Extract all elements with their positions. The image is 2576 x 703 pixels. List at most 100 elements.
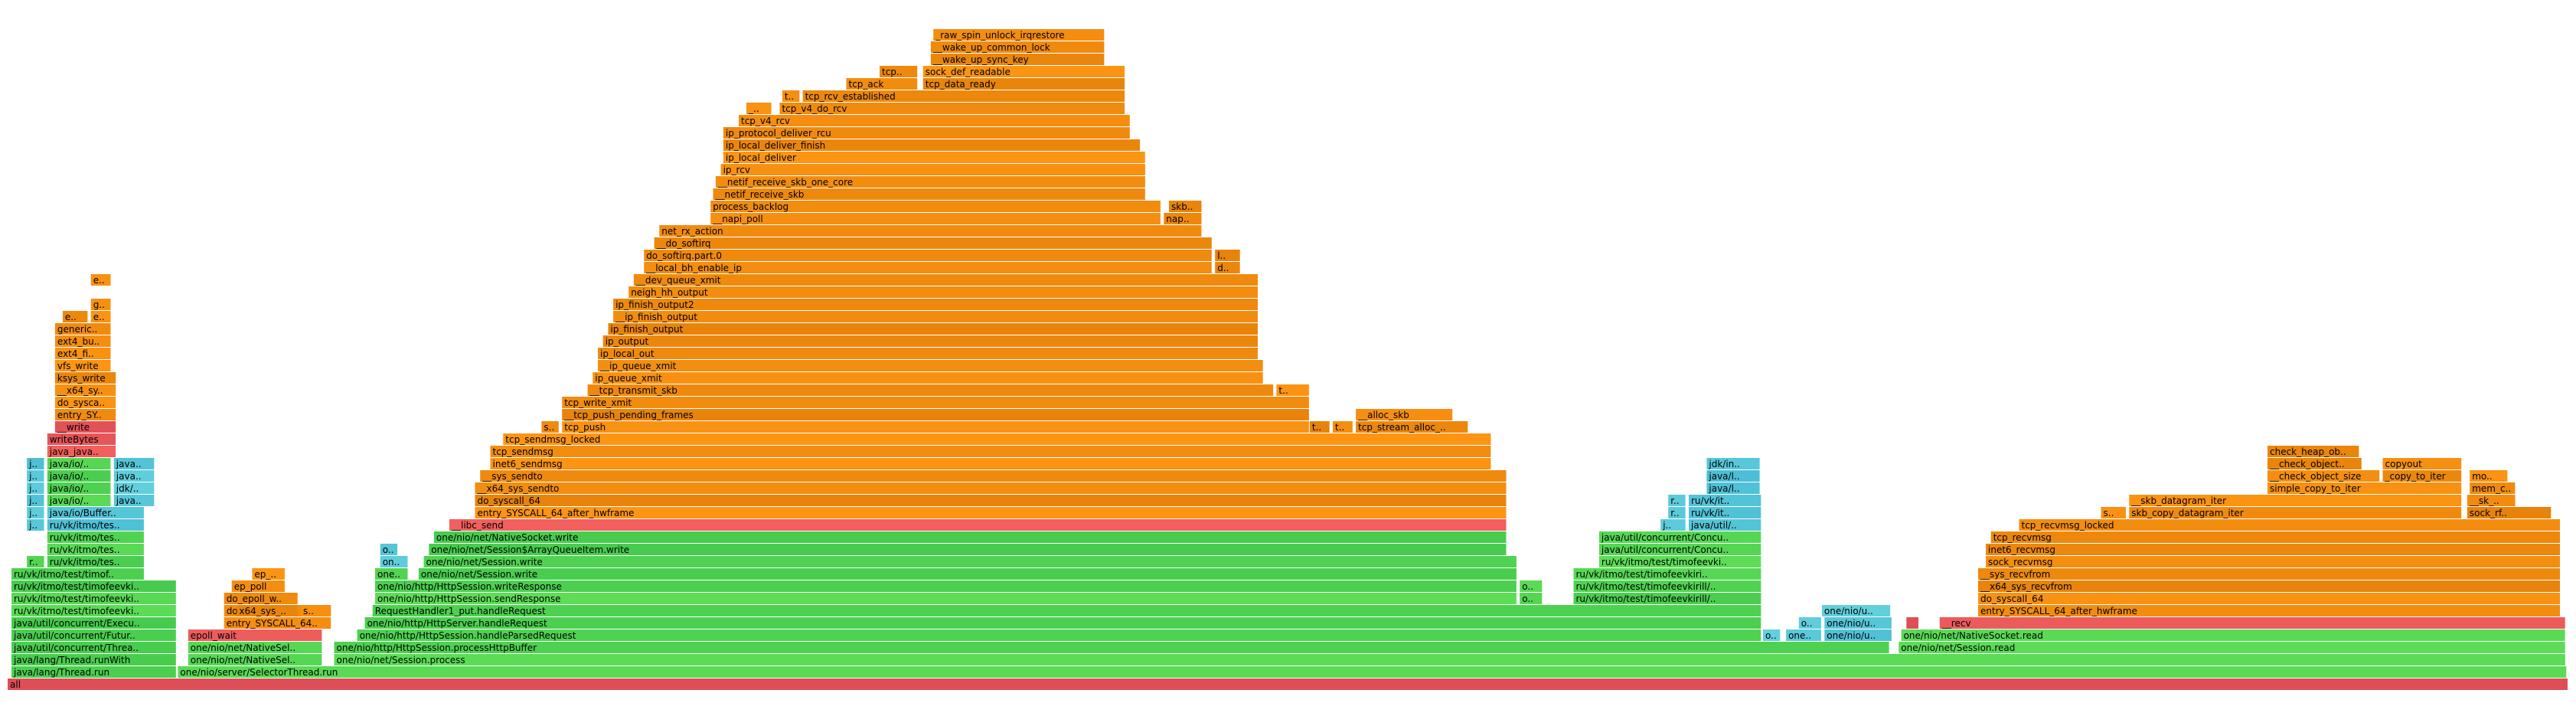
frame-bar[interactable] <box>252 568 285 580</box>
frame-bar[interactable] <box>1573 593 1761 604</box>
frame-bar[interactable] <box>1824 617 1892 629</box>
frame-bar[interactable] <box>11 605 176 616</box>
frame-one-nio-net-session-arrayqueueitem-write[interactable]: one/nio/net/Session$ArrayQueueItem.write <box>429 544 1507 555</box>
frame-ip-queue-xmit[interactable]: __ip_queue_xmit <box>598 360 1263 371</box>
frame-bar[interactable] <box>880 66 918 77</box>
frame-java-lang-thread-run[interactable]: java/lang/Thread.run <box>11 666 176 678</box>
frame-netif-receive-skb[interactable]: __netif_receive_skb <box>713 188 1145 200</box>
frame-bar[interactable] <box>1901 629 2565 641</box>
frame-bar[interactable] <box>720 164 1145 175</box>
frame-skb[interactable]: skb.. <box>1169 201 1202 212</box>
frame-bar[interactable] <box>562 409 1309 420</box>
frame-bar[interactable] <box>380 544 398 555</box>
frame-tcp-transmit-skb[interactable]: __tcp_transmit_skb <box>587 384 1274 396</box>
frame-ru-vk-it[interactable]: ru/vk/it.. <box>1689 495 1761 506</box>
frame-bar[interactable] <box>602 335 1258 347</box>
frame-java-java[interactable]: java_java.. <box>47 446 116 457</box>
frame-bar[interactable] <box>11 580 176 592</box>
frame-ru-vk-itmo-test-timofe[interactable]: ru/vk/itmo/test/timof.. <box>11 568 144 580</box>
frame-bar[interactable] <box>90 299 111 310</box>
frame-one-nio-http-httpsession-handleparsedrequest[interactable]: one/nio/http/HttpSession.handleParsedReq… <box>357 629 1761 641</box>
frame-do-syscal[interactable]: do_sysca.. <box>54 397 116 408</box>
frame-bar[interactable] <box>2101 507 2127 518</box>
frame-skb-copy-datagram-iter[interactable]: skb_copy_datagram_iter <box>2129 507 2462 518</box>
frame-bar[interactable] <box>490 446 1491 457</box>
frame-bar[interactable] <box>475 507 1507 518</box>
frame-ru-vk-it[interactable]: ru/vk/it.. <box>1689 507 1761 518</box>
frame-bar[interactable] <box>659 225 1202 237</box>
frame-sock-recvmsg[interactable]: sock_recvmsg <box>1986 556 2560 567</box>
frame-inet6-recvmsg[interactable]: inet6_recvmsg <box>1986 544 2560 555</box>
frame-one-nio-net-nativeselec[interactable]: one/nio/net/NativeSel.. <box>188 654 322 665</box>
frame-java-util-c[interactable]: java/util/.. <box>1689 519 1761 531</box>
frame-bar[interactable] <box>846 78 918 90</box>
frame-java-io-bufferedou[interactable]: java/io/Buffer.. <box>47 507 144 518</box>
frame-bar[interactable] <box>54 360 111 371</box>
frame-one-nio-server-selectorthread-run[interactable]: one/nio/server/SelectorThread.run <box>178 666 2567 678</box>
frame-java-lang-thread-runwith[interactable]: java/lang/Thread.runWith <box>11 654 176 665</box>
frame-ex[interactable]: e.. <box>62 311 88 322</box>
frame-tcp-v4-rcv[interactable]: tcp_v4_rcv <box>739 115 1130 126</box>
frame-ru-vk-itmo-test-ti[interactable]: ru/vk/itmo/tes.. <box>47 531 144 543</box>
frame-java-io-fi[interactable]: java/io/.. <box>47 458 111 469</box>
frame-bar[interactable] <box>1978 568 2560 580</box>
frame-mem-c[interactable]: mem_c.. <box>2470 482 2516 494</box>
frame-bar[interactable] <box>1668 507 1686 518</box>
frame-bar[interactable] <box>54 348 111 359</box>
frame-bar[interactable] <box>2019 519 2561 531</box>
frame-sock-rf[interactable]: sock_rf.. <box>2467 507 2552 518</box>
frame-java[interactable]: java.. <box>113 495 155 506</box>
frame-java-io-bu[interactable]: java/io/.. <box>47 495 111 506</box>
frame-all[interactable]: all <box>8 678 2568 690</box>
frame-epoll-wait[interactable]: epoll_wait <box>188 629 322 641</box>
frame-tc[interactable]: t.. <box>1309 421 1330 433</box>
frame-bar[interactable] <box>2382 470 2462 482</box>
frame-bar[interactable] <box>1573 568 1761 580</box>
frame-bar[interactable] <box>1689 519 1761 531</box>
frame-bar[interactable] <box>1706 458 1760 469</box>
frame-o[interactable]: o.. <box>1798 617 1821 629</box>
frame-one-nio-net-session-read[interactable]: one/nio/net/Session.read <box>1899 642 2565 653</box>
frame-on[interactable]: o.. <box>1520 580 1543 592</box>
frame-tcp-write-xmit[interactable]: tcp_write_xmit <box>562 397 1309 408</box>
frame-ru-vk-itmo-test-timofeevkirill-da[interactable]: ru/vk/itmo/test/timofeevkirill/.. <box>1573 580 1761 592</box>
frame-bar[interactable] <box>598 360 1263 371</box>
frame-bar[interactable] <box>113 470 155 482</box>
frame-one[interactable]: one.. <box>375 568 408 580</box>
frame-bar[interactable] <box>62 311 88 322</box>
frame-bar[interactable] <box>27 470 44 482</box>
frame-ge[interactable]: g.. <box>90 299 111 310</box>
frame-bar[interactable] <box>433 531 1507 543</box>
frame-bar[interactable] <box>188 642 322 653</box>
frame-bar[interactable] <box>2267 482 2462 494</box>
frame-bar[interactable] <box>54 323 111 335</box>
frame-bar[interactable] <box>334 654 2565 665</box>
frame-ep-poll[interactable]: ep_poll <box>231 580 285 592</box>
frame-check-object-s[interactable]: __check_object.. <box>2267 458 2362 469</box>
frame-frame[interactable]: _.. <box>746 103 772 114</box>
frame-ip-local-deliver[interactable]: ip_local_deliver <box>723 152 1145 163</box>
frame-java-io-bu[interactable]: java/io/.. <box>47 482 111 494</box>
frame-one[interactable]: on.. <box>380 556 408 567</box>
frame-copy-to-iter[interactable]: _copy_to_iter <box>2382 470 2462 482</box>
frame-bar[interactable] <box>27 556 44 567</box>
frame-bar[interactable] <box>922 66 1125 77</box>
frame-j[interactable]: j.. <box>27 507 44 518</box>
frame-tcp-rcv-established[interactable]: tcp_rcv_established <box>802 90 1125 102</box>
frame-bar[interactable] <box>475 482 1507 494</box>
frame-jdk-i[interactable]: jdk/.. <box>113 482 155 494</box>
frame-j[interactable]: j.. <box>27 470 44 482</box>
frame-ip-local-deliver-finish[interactable]: ip_local_deliver_finish <box>723 139 1141 151</box>
frame-bar[interactable] <box>1763 629 1781 641</box>
frame-ru-vk-itmo-test-timofeevkir[interactable]: ru/vk/itmo/test/timofeevki.. <box>11 593 176 604</box>
frame-bar[interactable] <box>633 274 1259 286</box>
frame-bar[interactable] <box>449 519 1507 531</box>
frame-one-nio-net-session-write[interactable]: one/nio/net/Session.write <box>423 556 1517 567</box>
frame-bar[interactable] <box>2129 507 2462 518</box>
frame-copyout[interactable]: copyout <box>2382 458 2462 469</box>
frame-ip-local-out[interactable]: ip_local_out <box>598 348 1258 359</box>
frame-ip-protocol-deliver-rcu[interactable]: ip_protocol_deliver_rcu <box>723 127 1130 139</box>
frame-entry-syscall-64-after-hwframe[interactable]: entry_SYSCALL_64_after_hwframe <box>1978 605 2560 616</box>
frame-ksys-write[interactable]: ksys_write <box>54 372 116 384</box>
frame-bar[interactable] <box>1978 580 2560 592</box>
